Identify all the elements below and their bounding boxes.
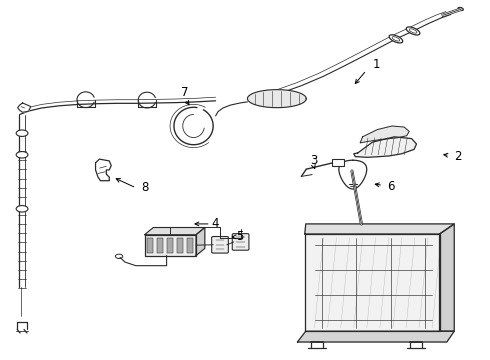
- Polygon shape: [354, 137, 416, 157]
- Text: 2: 2: [454, 150, 462, 163]
- Ellipse shape: [16, 152, 28, 158]
- FancyBboxPatch shape: [232, 234, 249, 250]
- Ellipse shape: [406, 27, 420, 35]
- Ellipse shape: [16, 206, 28, 212]
- Ellipse shape: [389, 35, 403, 43]
- Bar: [147, 238, 153, 253]
- Text: 6: 6: [387, 180, 395, 193]
- Polygon shape: [18, 103, 31, 112]
- Bar: [332, 159, 344, 166]
- Bar: [167, 238, 173, 253]
- Text: 4: 4: [212, 217, 220, 230]
- Text: 7: 7: [181, 86, 189, 99]
- Bar: [157, 238, 163, 253]
- Polygon shape: [247, 90, 306, 108]
- Polygon shape: [360, 126, 409, 143]
- Polygon shape: [305, 234, 440, 331]
- Text: 1: 1: [372, 58, 380, 71]
- Polygon shape: [440, 224, 454, 331]
- Bar: [187, 238, 193, 253]
- Ellipse shape: [16, 130, 28, 136]
- Polygon shape: [96, 159, 111, 181]
- Text: 8: 8: [141, 181, 149, 194]
- Bar: [145, 235, 196, 256]
- Bar: [177, 238, 183, 253]
- Polygon shape: [297, 331, 454, 342]
- FancyBboxPatch shape: [212, 237, 228, 253]
- Polygon shape: [339, 160, 367, 189]
- Polygon shape: [145, 228, 205, 235]
- Text: 5: 5: [236, 230, 244, 243]
- Polygon shape: [174, 107, 213, 145]
- Polygon shape: [305, 224, 454, 234]
- Polygon shape: [196, 228, 205, 256]
- Text: 3: 3: [310, 154, 318, 167]
